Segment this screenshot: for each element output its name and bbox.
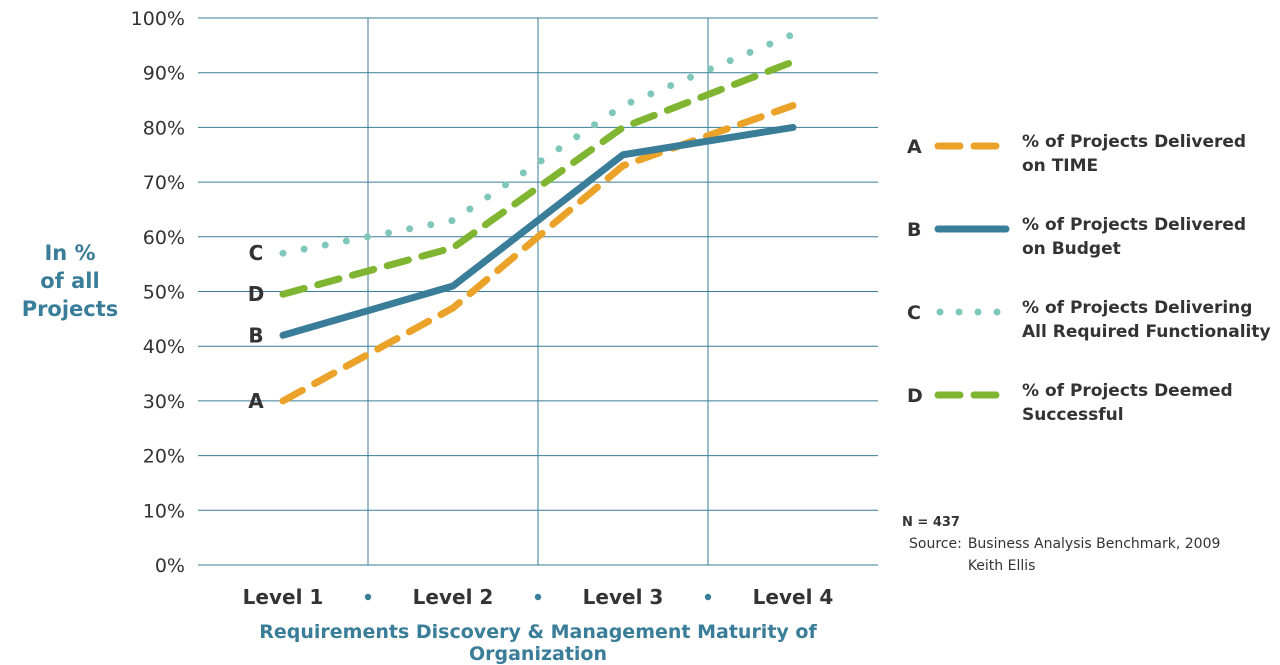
sample-size: N = 437 xyxy=(902,515,960,530)
legend-item-d: D % of Projects Deemed Successful xyxy=(900,377,1280,427)
x-tick-dot xyxy=(704,593,712,601)
x-tick-label: Level 4 xyxy=(753,585,834,609)
legend-label: % of Projects Delivered on Budget xyxy=(1022,215,1247,259)
y-tick-label: 50% xyxy=(143,282,185,304)
legend-item-b: B % of Projects Delivered on Budget xyxy=(900,211,1280,261)
y-tick-label: 60% xyxy=(143,227,185,249)
legend-swatch xyxy=(934,225,1010,233)
legend-item-c: C % of Projects Delivering All Required … xyxy=(900,294,1280,344)
legend-label: % of Projects Delivered on TIME xyxy=(1022,132,1247,176)
legend-key: D xyxy=(907,385,923,407)
axis-labels: 0% 10% 20% 30% 40% 50% 60% 70% 80% 90% 100% Level 1… xyxy=(131,8,834,609)
x-tick-label: Level 2 xyxy=(413,585,494,609)
series-line-b xyxy=(279,123,797,339)
y-tick-label: 90% xyxy=(143,63,185,85)
legend-key: A xyxy=(907,136,922,158)
chart-notes: N = 437 Source: Business Analysis Benchm… xyxy=(902,515,1220,577)
y-tick-label: 10% xyxy=(143,500,185,522)
series-start-label: A xyxy=(248,389,264,413)
series-start-label: C xyxy=(249,241,264,265)
legend-label: % of Projects Deemed Successful xyxy=(1022,381,1233,425)
x-tick-label: Level 1 xyxy=(243,585,324,609)
legend-label: % of Projects Delivering All Required Fu… xyxy=(1022,298,1271,342)
grid xyxy=(198,17,878,601)
y-tick-label: 80% xyxy=(143,117,185,139)
y-tick-label: 40% xyxy=(143,336,185,358)
x-axis-title: Requirements Discovery & Management Matu… xyxy=(259,621,817,665)
legend-swatch xyxy=(934,391,1010,399)
y-tick-label: 70% xyxy=(143,172,185,194)
y-tick-label: 0% xyxy=(155,555,185,577)
x-tick-dot xyxy=(364,593,372,601)
y-tick-label: 100% xyxy=(131,8,185,30)
legend-swatch xyxy=(934,142,1010,150)
legend-item-a: A % of Projects Delivered on TIME xyxy=(900,128,1280,178)
y-tick-label: 20% xyxy=(143,446,185,468)
source-label: Source: xyxy=(909,536,962,552)
x-tick-label: Level 3 xyxy=(583,585,664,609)
series-start-label: B xyxy=(248,323,263,347)
source-text: Business Analysis Benchmark, 2009 Keith … xyxy=(967,536,1221,574)
legend-key: B xyxy=(907,219,922,241)
series-start-label: D xyxy=(248,282,265,306)
series-line-c xyxy=(279,30,797,257)
legend-key: C xyxy=(907,302,921,324)
source: Source: Business Analysis Benchmark, 200… xyxy=(902,536,1220,577)
y-tick-label: 30% xyxy=(143,391,185,413)
x-tick-dot xyxy=(534,593,542,601)
series-line-d xyxy=(279,58,797,298)
y-axis-title: In % of all Projects xyxy=(21,241,119,321)
legend-swatch xyxy=(936,308,1010,316)
series-lines xyxy=(279,30,797,405)
series-line-a xyxy=(279,102,797,405)
